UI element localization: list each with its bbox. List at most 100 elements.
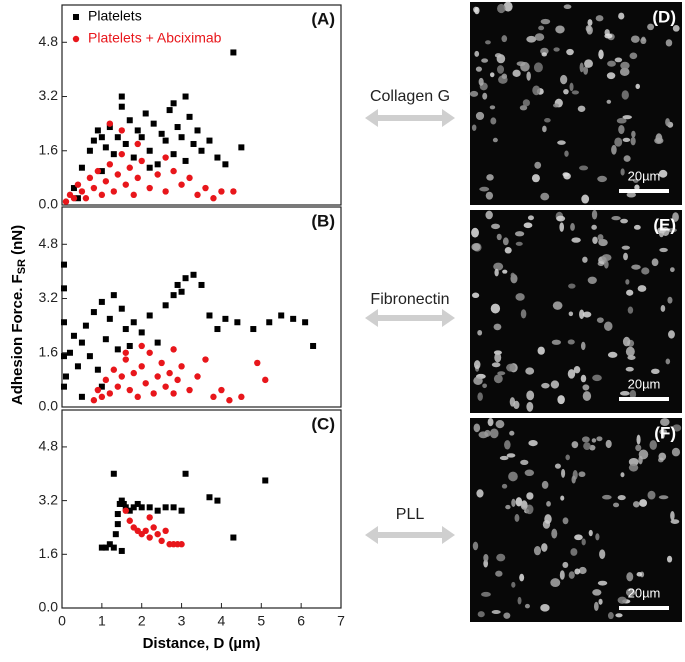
point [170, 100, 177, 107]
point [112, 531, 119, 538]
cell [584, 59, 593, 68]
cell [592, 236, 598, 245]
cell [525, 367, 535, 375]
cell [586, 25, 593, 35]
cell [582, 384, 590, 391]
cell [493, 323, 502, 331]
point [182, 470, 189, 477]
point [134, 127, 141, 134]
cell [638, 449, 649, 460]
point [134, 174, 141, 182]
point [230, 49, 237, 56]
cell [540, 604, 550, 612]
point [118, 127, 125, 134]
cell [520, 459, 529, 466]
cell [626, 192, 636, 198]
legend-marker [73, 14, 79, 20]
point [154, 339, 161, 346]
point [194, 373, 201, 380]
legend-label: Platelets [88, 8, 142, 24]
point [186, 113, 193, 120]
cell [665, 39, 673, 47]
cell [596, 436, 603, 442]
cell [494, 352, 502, 363]
cell [475, 111, 485, 121]
point [178, 363, 185, 370]
point [122, 181, 129, 188]
cell [519, 105, 528, 111]
point [114, 171, 122, 178]
point [60, 285, 67, 292]
cell [475, 66, 482, 72]
point [90, 397, 98, 404]
cell [474, 360, 481, 369]
y-axis-label: Adhesion Force. FSR (nN) [9, 225, 28, 405]
cell [580, 374, 587, 383]
cell [647, 23, 655, 31]
point [106, 541, 113, 548]
point [118, 373, 125, 380]
cell [526, 35, 537, 43]
point [194, 191, 201, 199]
point [98, 383, 105, 390]
point [202, 356, 209, 363]
cell [533, 546, 541, 556]
point [110, 151, 117, 158]
cell [471, 227, 479, 238]
cell [540, 18, 551, 25]
point [170, 151, 177, 158]
point [162, 188, 169, 195]
point [122, 504, 129, 511]
point [130, 319, 137, 326]
point [186, 386, 193, 394]
cell [657, 227, 666, 234]
cell [502, 269, 508, 274]
cell [494, 53, 502, 58]
cell [479, 186, 490, 192]
cell [587, 276, 597, 285]
point [126, 386, 133, 394]
y-tick-label: 0.0 [39, 599, 59, 615]
point [126, 507, 133, 514]
cell [557, 140, 566, 145]
cell [481, 591, 491, 597]
cell [658, 452, 667, 461]
cell [577, 105, 586, 112]
cell [526, 390, 535, 401]
point [106, 161, 114, 168]
cell [660, 305, 666, 312]
cell [569, 82, 574, 92]
cell [627, 306, 634, 314]
cell [511, 498, 516, 507]
point [78, 393, 85, 400]
point [126, 517, 133, 524]
cell [566, 48, 574, 56]
point [154, 373, 161, 380]
point [98, 393, 106, 401]
point [230, 534, 237, 541]
point [90, 184, 98, 192]
cell [620, 168, 625, 176]
cell [625, 346, 635, 357]
point [130, 369, 137, 377]
cell [601, 254, 612, 261]
x-axis-label: Distance, D (µm) [143, 635, 261, 652]
point [90, 309, 97, 316]
cell [621, 245, 630, 250]
point [150, 524, 157, 531]
cell [605, 439, 612, 449]
cell [666, 555, 673, 563]
cell [537, 346, 545, 355]
cell [570, 223, 575, 231]
point [118, 150, 125, 158]
cell [659, 428, 668, 435]
cell [592, 589, 602, 596]
cell [503, 1, 513, 12]
cell [510, 272, 515, 278]
scale-bar-label: 20µm [628, 585, 661, 600]
cell [631, 264, 641, 270]
point [120, 500, 127, 507]
point [170, 167, 177, 175]
cell [617, 596, 627, 604]
cell [557, 395, 565, 405]
